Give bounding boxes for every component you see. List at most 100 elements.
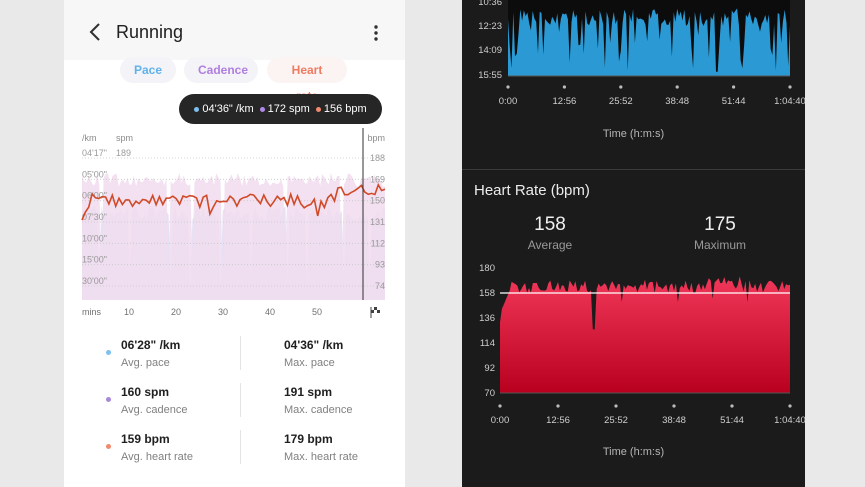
heart-rate-tick-label: 131 — [370, 217, 385, 227]
pace-tick-label: 15'00" — [82, 255, 107, 265]
more-vertical-icon — [374, 25, 378, 41]
garmin-connect-screen: 10:36 12:23 14:09 15:55 0:00 12:56 25:52 38:48… — [462, 0, 805, 487]
x-tick-label: 20 — [171, 307, 181, 317]
chart-tooltip: 04'36" /km 172 spm 156 bpm — [179, 94, 382, 124]
pace-y-tick-label: 12:23 — [478, 21, 502, 32]
pace-x-tick-label: 38:48 — [665, 96, 689, 107]
x-tick-dot — [614, 404, 618, 408]
heart-rate-tick-label: 74 — [375, 281, 385, 291]
stat-avg-heart-rate: 159 bpm Avg. heart rate — [121, 432, 261, 463]
hr-x-tick-label: 12:56 — [546, 415, 570, 426]
hr-x-tick-label: 0:00 — [491, 415, 510, 426]
hr-y-tick-label: 114 — [480, 338, 495, 349]
heart-rate-tick-label: 93 — [375, 260, 385, 270]
back-arrow-icon — [89, 23, 100, 41]
heart-rate-tick-label: 188 — [370, 153, 385, 163]
heart-rate-series-line — [81, 182, 386, 221]
x-unit-label: mins — [82, 307, 102, 317]
x-tick-dot — [506, 85, 510, 89]
stat-label: Max. cadence — [284, 404, 353, 416]
page-title: Running — [116, 22, 184, 42]
hr-y-tick-label: 136 — [479, 313, 495, 324]
pace-tick-label: 30'00" — [82, 276, 107, 286]
heart-rate-area-fill — [500, 276, 790, 393]
pace-tick-label: 10'00" — [82, 233, 107, 243]
combined-workout-chart[interactable]: /km spm bpm04'17"05'00"06'00"07'30"10'00"1… — [64, 128, 405, 328]
x-tick-dot — [675, 85, 679, 89]
tab-pace[interactable]: Pace — [120, 57, 176, 83]
heart-rate-chart[interactable]: 180 158 136 114 92 70 0:00 12:56 25:52 38:48 51:4… — [462, 258, 805, 438]
back-button[interactable] — [84, 20, 106, 44]
stat-label: Max. pace — [284, 357, 335, 369]
pace-x-tick-label: 25:52 — [609, 96, 633, 107]
pace-x-tick-label: 51:44 — [722, 96, 746, 107]
hr-x-tick-label: 1:04:40 — [774, 415, 805, 426]
hr-average-value: 158 — [534, 214, 566, 235]
heart-rate-tick-label: 169 — [370, 174, 385, 184]
pace-chart[interactable]: 10:36 12:23 14:09 15:55 0:00 12:56 25:52 38:48… — [462, 0, 805, 150]
hr-average-label: Average — [527, 238, 573, 252]
pace-axis-title: /km — [82, 133, 97, 143]
pace-tick-label: 05'00" — [82, 169, 107, 179]
pace-tick-label: 07'30" — [82, 212, 107, 222]
pace-variability-fill — [508, 0, 790, 72]
cadence-area-fill — [82, 173, 385, 300]
hr-maximum-value: 175 — [704, 214, 736, 235]
cadence-dot-icon — [106, 397, 111, 402]
cadence-axis-title: spm — [116, 133, 133, 143]
app-header: Running — [64, 0, 405, 62]
tooltip-pace: 04'36" /km — [202, 103, 254, 115]
pace-tick-label: 04'17" — [82, 148, 107, 158]
stat-avg-pace: 06'28" /km Avg. pace — [121, 338, 261, 369]
heart-rate-axis-title: bpm — [367, 133, 385, 143]
pace-x-tick-label: 12:56 — [553, 96, 577, 107]
pace-x-tick-label: 1:04:40 — [774, 96, 805, 107]
hr-y-tick-label: 180 — [479, 263, 495, 274]
pace-x-axis-label: Time (h:m:s) — [602, 128, 665, 140]
x-tick-dot — [672, 404, 676, 408]
tab-cadence[interactable]: Cadence — [184, 57, 258, 83]
stat-divider — [240, 430, 241, 464]
stat-max-cadence: 191 spm Max. cadence — [284, 385, 405, 416]
stat-value: 179 bpm — [284, 432, 333, 446]
more-options-button[interactable] — [369, 21, 383, 45]
x-tick-dot — [732, 85, 736, 89]
x-tick-label: 40 — [265, 307, 275, 317]
x-tick-dot — [619, 85, 623, 89]
stat-value: 04'36" /km — [284, 338, 344, 352]
hr-x-tick-label: 51:44 — [720, 415, 744, 426]
stat-label: Avg. pace — [121, 357, 170, 369]
x-tick-dot — [556, 404, 560, 408]
stat-divider — [240, 383, 241, 417]
cadence-tick-label: 189 — [116, 148, 131, 158]
heart-rate-panel-title: Heart Rate (bpm) — [474, 182, 590, 199]
pace-y-tick-label: 10:36 — [478, 0, 502, 8]
tab-heart-rate[interactable]: Heart rate — [267, 57, 347, 103]
stat-divider — [240, 336, 241, 370]
pace-dot-icon — [106, 350, 111, 355]
stat-max-heart-rate: 179 bpm Max. heart rate — [284, 432, 405, 463]
hr-maximum-stat: 175 Maximum — [670, 214, 770, 252]
panel-divider — [462, 169, 805, 170]
hr-average-stat: 158 Average — [500, 214, 600, 252]
stat-value: 159 bpm — [121, 432, 170, 446]
x-tick-label: 50 — [312, 307, 322, 317]
heart-rate-dot-icon — [315, 106, 321, 112]
hr-x-tick-label: 38:48 — [662, 415, 686, 426]
samsung-health-screen: Running Pace Cadence Heart rate /km spm bp… — [64, 0, 405, 487]
stat-value: 06'28" /km — [121, 338, 181, 352]
x-tick-label: 10 — [124, 307, 134, 317]
hr-y-tick-label: 92 — [484, 363, 495, 374]
x-tick-dot — [730, 404, 734, 408]
stat-value: 191 spm — [284, 385, 333, 399]
pace-y-tick-label: 14:09 — [478, 45, 502, 56]
stat-label: Max. heart rate — [284, 451, 358, 463]
stat-value: 160 spm — [121, 385, 170, 399]
hr-x-axis-label: Time (h:m:s) — [602, 446, 665, 458]
tooltip-heart-rate: 156 bpm — [323, 103, 367, 115]
x-tick-dot — [498, 404, 502, 408]
x-tick-dot — [788, 85, 792, 89]
pace-dot-icon — [194, 106, 200, 112]
heart-rate-tick-label: 112 — [371, 238, 385, 248]
